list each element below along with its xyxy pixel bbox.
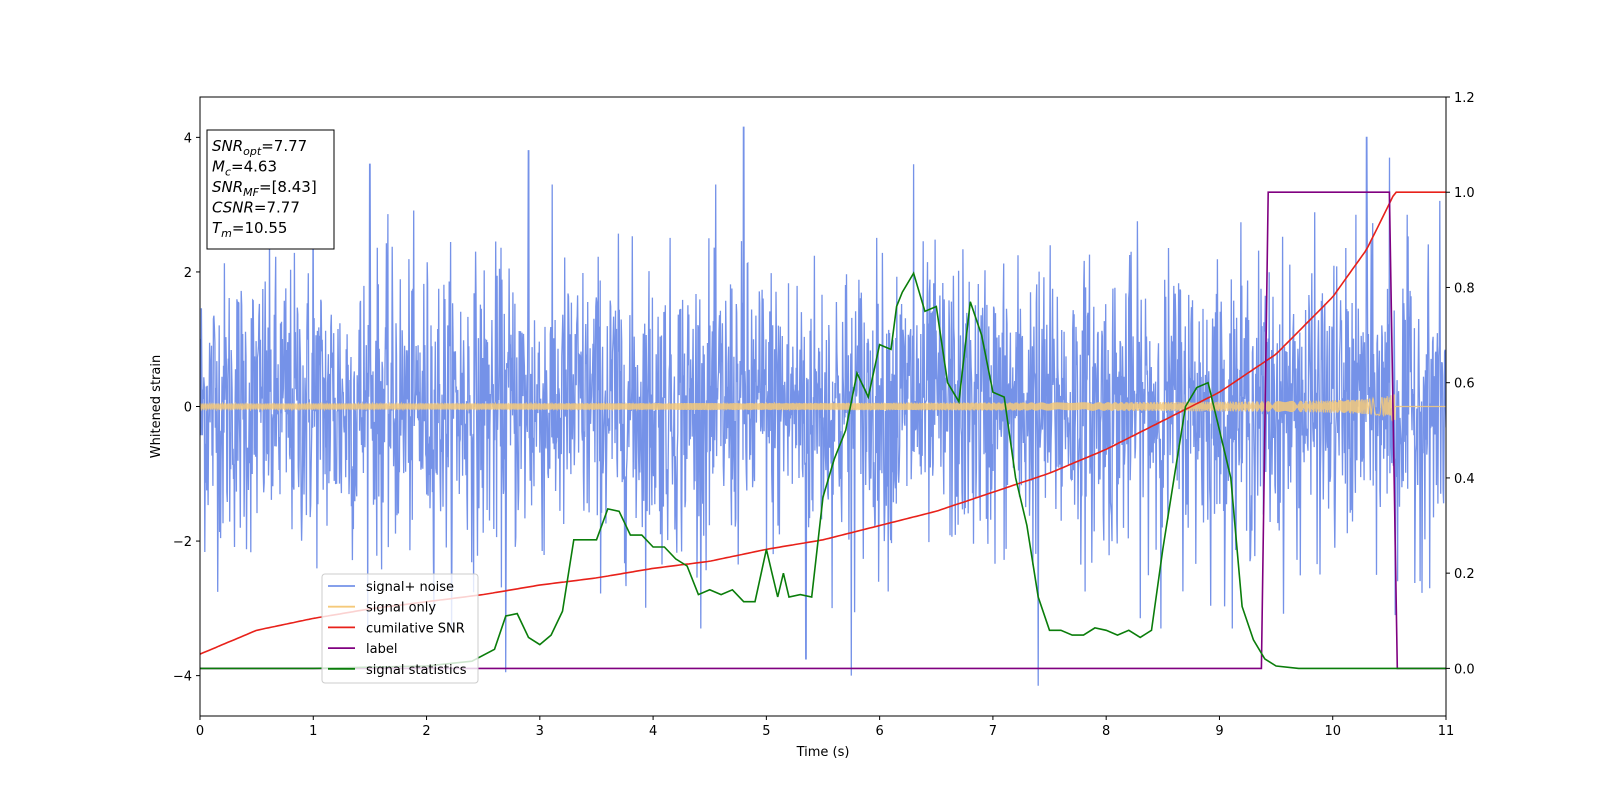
- y-right-tick-label: 0.0: [1454, 662, 1475, 677]
- x-axis-label: Time (s): [796, 745, 850, 760]
- x-tick-label: 5: [762, 724, 770, 739]
- y-left-tick-label: −4: [173, 670, 192, 685]
- info-line: SNRopt=7.77: [212, 137, 307, 158]
- info-line: SNRMF=[8.43]: [212, 178, 317, 199]
- x-tick-label: 8: [1102, 724, 1110, 739]
- y-left-tick-label: 4: [184, 131, 192, 146]
- y-left-tick-label: −2: [173, 535, 192, 550]
- info-line: Mc=4.63: [212, 158, 277, 179]
- legend-label: label: [366, 642, 397, 657]
- y-right-tick-label: 1.2: [1454, 91, 1475, 106]
- y-left-tick-label: 2: [184, 266, 192, 281]
- x-tick-label: 1: [309, 724, 317, 739]
- info-box: [206, 129, 335, 250]
- series-signal-noise: [200, 126, 1446, 686]
- x-tick-label: 2: [422, 724, 430, 739]
- x-tick-label: 6: [875, 724, 883, 739]
- x-tick-label: 0: [196, 724, 204, 739]
- legend-label: signal only: [366, 601, 436, 616]
- y-right-tick-label: 0.8: [1454, 281, 1475, 296]
- x-tick-label: 9: [1215, 724, 1223, 739]
- series-signal-statistics: [200, 271, 1446, 670]
- legend-label: signal+ noise: [366, 580, 454, 595]
- legend-label: signal statistics: [366, 663, 467, 678]
- legend-box: [321, 573, 479, 684]
- series-signal-only: [200, 394, 1446, 422]
- y-left-tick-label: 0: [184, 401, 192, 416]
- y-right-tick-label: 0.4: [1454, 472, 1475, 487]
- y-axis-label: Whitened strain: [149, 355, 164, 458]
- info-line: Tm=10.55: [212, 219, 287, 240]
- x-tick-label: 3: [536, 724, 544, 739]
- x-tick-label: 10: [1324, 724, 1341, 739]
- y-right-tick-label: 0.2: [1454, 567, 1475, 582]
- x-tick-label: 11: [1438, 724, 1455, 739]
- legend-label: cumilative SNR: [366, 621, 465, 636]
- y-right-tick-label: 1.0: [1454, 186, 1475, 201]
- x-tick-label: 4: [649, 724, 657, 739]
- info-line: CSNR=7.77: [212, 199, 300, 217]
- y-right-tick-label: 0.6: [1454, 377, 1475, 392]
- x-tick-label: 7: [989, 724, 997, 739]
